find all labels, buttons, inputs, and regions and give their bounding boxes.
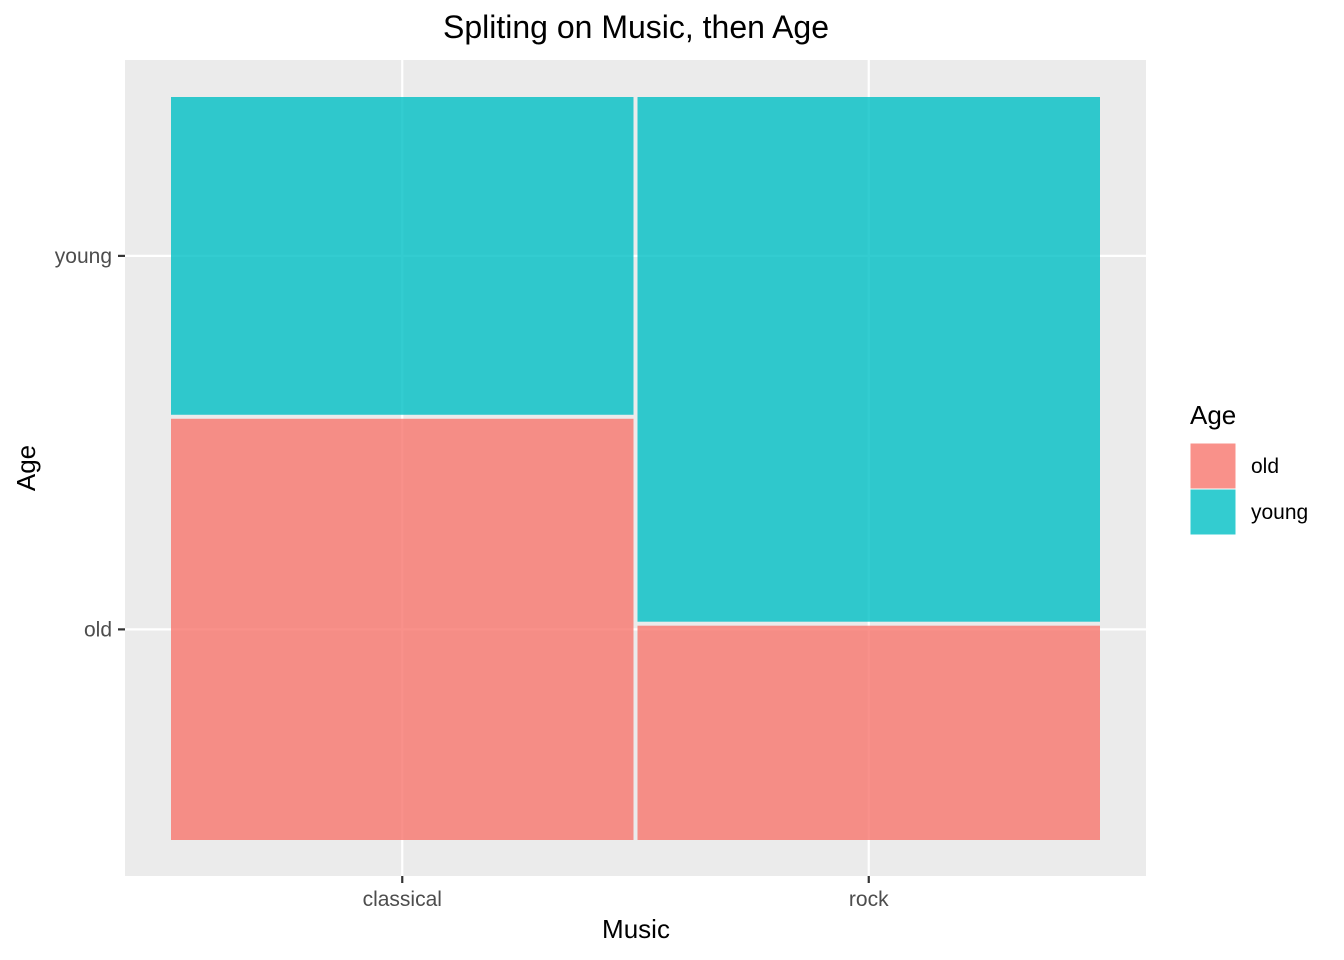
x-tick-label: rock xyxy=(849,888,889,911)
tile-rock-old xyxy=(637,625,1100,840)
legend-key-old xyxy=(1189,442,1237,490)
tile-classical-old xyxy=(171,418,634,840)
mosaic-tiles xyxy=(171,97,1100,840)
y-tick-label: young xyxy=(55,245,112,268)
legend-key-young xyxy=(1189,488,1237,536)
y-axis-title: Age xyxy=(11,445,41,491)
chart-title: Spliting on Music, then Age xyxy=(443,9,829,45)
legend-label: old xyxy=(1251,455,1279,478)
tile-classical-young xyxy=(171,97,634,415)
legend-title: Age xyxy=(1190,400,1236,430)
x-axis: classical rock xyxy=(363,876,889,911)
legend: Age old young xyxy=(1189,400,1308,536)
x-tick-label: classical xyxy=(363,888,442,911)
legend-label: young xyxy=(1251,501,1308,524)
tile-rock-young xyxy=(637,97,1100,622)
x-axis-title: Music xyxy=(602,914,670,944)
y-tick-label: old xyxy=(84,618,112,641)
y-axis: old young xyxy=(55,245,125,641)
